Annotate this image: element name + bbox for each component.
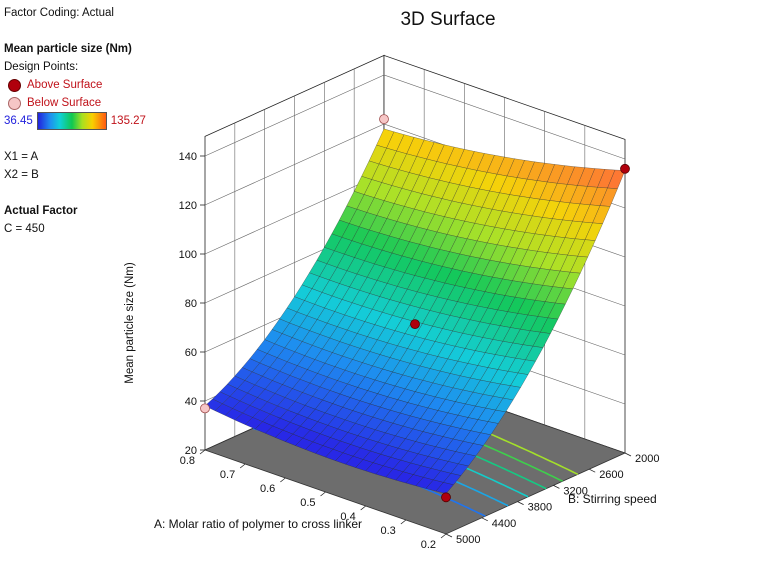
design-point-below [379,114,389,124]
z-axis-label: Mean particle size (Nm) [124,262,136,384]
axes-labels: 20 40 60 80 100 120 140 Mean particle size (Nm)… [124,151,659,551]
y-tick [589,468,596,473]
design-point-below [200,403,210,414]
factor-coding-label: Factor Coding: Actual [4,7,114,19]
x1-mapping: X1 = A [4,151,39,163]
color-ramp: 36.45 135.27 [4,112,184,130]
above-surface-label: Above Surface [27,79,103,91]
surface-cell [435,482,454,494]
chart-title: 3D Surface [400,9,496,30]
y-tick [624,452,632,457]
ramp-min-label: 36.45 [4,115,33,127]
below-surface-marker-icon [8,96,21,110]
ramp-max-label: 135.27 [110,115,146,127]
below-surface-label: Below Surface [27,97,102,109]
y-tick [481,517,488,522]
y-tick-label: 3200 [563,485,587,497]
x-tick-label: 0.7 [220,469,235,481]
x-tick-label: 0.6 [260,483,275,495]
actual-factor-value: C = 450 [4,223,45,235]
x-tick [320,491,326,497]
color-ramp-bar [36,112,107,130]
design-point-above [410,319,420,330]
x-tick [360,505,366,511]
x-axis-label: A: Molar ratio of polymer to cross linke… [154,517,362,531]
response-name: Mean particle size (Nm) [4,43,132,55]
y-axis-label: B: Stirring speed [568,492,657,506]
z-tick-label: 20 [185,445,197,457]
y-tick [517,501,524,505]
x-tick-label: 0.5 [300,497,315,509]
design-point-above [441,492,451,503]
y-tick-label: 2600 [599,469,623,481]
x-tick [239,463,246,469]
actual-factor-heading: Actual Factor [4,205,78,217]
legend-panel: Factor Coding: Actual Mean particle size… [4,4,184,238]
x-tick-label: 0.3 [381,525,396,537]
z-tick-label: 120 [179,200,197,212]
response-surface [204,128,626,494]
above-surface-marker-icon [8,78,21,92]
x-tick-label: 0.8 [180,455,195,467]
y-tick [553,485,560,489]
legend-below-entry: Below Surface [4,94,184,112]
z-tick-label: 80 [185,298,197,310]
x-tick [440,533,447,539]
x-tick-label: 0.4 [340,511,355,523]
z-tick-label: 40 [185,396,197,408]
design-point-above [620,163,630,174]
y-tick [445,533,453,538]
design-points-label: Design Points: [4,61,79,73]
legend-above-entry: Above Surface [4,76,184,94]
x-tick [280,477,286,483]
x2-mapping: X2 = B [4,169,39,181]
x-tick [199,449,206,455]
y-tick-label: 5000 [456,534,480,546]
z-tick-label: 140 [179,151,197,163]
x-tick-label: 0.2 [421,539,436,551]
x-tick [400,519,407,525]
z-tick-label: 100 [179,249,197,261]
design-points [200,114,630,503]
y-tick-label: 4400 [492,518,516,530]
y-tick-label: 2000 [635,453,659,465]
z-tick-label: 60 [185,347,197,359]
y-tick-label: 3800 [528,502,552,514]
